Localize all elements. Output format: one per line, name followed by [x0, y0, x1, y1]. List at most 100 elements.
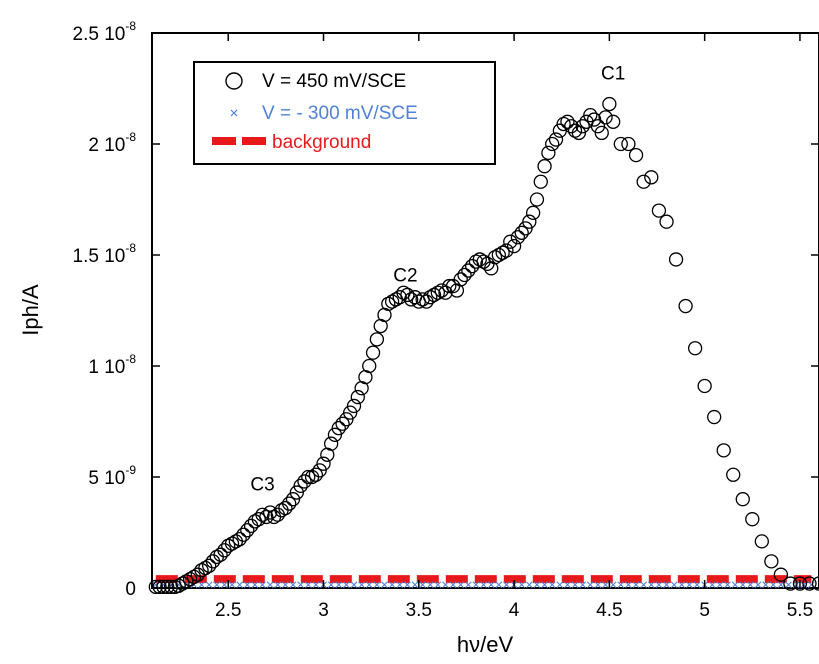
data-point-circle: [571, 125, 587, 141]
data-point-x: [647, 581, 655, 589]
y-tick-label: 1 10-8: [88, 352, 136, 378]
data-point-circle: [392, 290, 407, 305]
data-point-x: [594, 581, 602, 589]
data-point-x: [365, 581, 373, 589]
data-point-circle: [194, 563, 209, 578]
data-point-x: [282, 581, 289, 589]
data-point-circle: [255, 507, 270, 522]
data-point-x: [464, 581, 472, 589]
data-point-circle: [171, 578, 186, 593]
data-point-x: [747, 581, 754, 589]
data-point-x: [426, 581, 434, 589]
data-point-circle: [707, 409, 722, 425]
data-point-circle: [384, 294, 400, 309]
data-point-x: [693, 581, 701, 589]
data-point-circle: [400, 287, 415, 303]
data-point-circle: [423, 290, 438, 305]
data-point-x: [579, 581, 587, 589]
data-point-circle: [369, 332, 385, 347]
data-point-x: [213, 581, 221, 589]
data-point-circle: [301, 469, 316, 485]
data-point-circle: [533, 174, 548, 189]
data-point-circle: [514, 225, 529, 240]
data-point-circle: [545, 136, 560, 152]
data-point-circle: [312, 463, 327, 478]
x-tick-label: 3: [318, 600, 329, 621]
data-point-x: [274, 581, 282, 589]
data-point-circle: [506, 238, 522, 254]
data-point-circle: [491, 247, 506, 263]
legend-marker-minus-300-mV: [230, 109, 238, 117]
data-point-circle: [518, 221, 533, 236]
data-point-circle: [773, 567, 789, 582]
x-tick-label: 5.5: [787, 600, 813, 621]
x-axis-title: hν/eV: [457, 632, 514, 657]
data-point-circle: [659, 214, 674, 229]
data-point-x: [297, 581, 305, 589]
data-point-x: [670, 581, 678, 589]
data-point-x: [518, 581, 526, 589]
data-point-circle: [754, 534, 769, 549]
data-point-x: [777, 581, 785, 589]
data-point-circle: [202, 558, 217, 573]
data-point-x: [632, 581, 640, 589]
data-point-circle: [606, 114, 621, 129]
data-point-x: [564, 581, 571, 589]
y-tick-label: 1.5 10-8: [73, 241, 137, 267]
y-axis-ticks: 0 5 10-9 1 10-8 1.5 10-8 2 10-8 2.5 10-8: [73, 19, 819, 600]
data-point-circle: [362, 358, 377, 374]
data-point-circle: [575, 119, 590, 134]
data-point-x: [495, 581, 503, 589]
data-point-circle: [442, 278, 457, 294]
data-point-circle: [590, 119, 606, 134]
data-point-circle: [495, 245, 510, 260]
data-point-circle: [278, 500, 293, 516]
data-point-circle: [651, 203, 667, 218]
data-point-x: [785, 581, 792, 589]
data-point-x: [335, 581, 343, 589]
data-point-x: [686, 581, 693, 589]
data-point-circle: [745, 512, 760, 527]
data-point-x: [655, 581, 663, 589]
peak-label-c1: C1: [601, 64, 625, 85]
data-point-x: [586, 581, 594, 589]
y-tick-label: 5 10-9: [88, 463, 136, 489]
data-point-circle: [453, 272, 468, 287]
data-point-circle: [613, 136, 628, 152]
data-point-circle: [472, 252, 487, 267]
x-axis-ticks: 2.5 3 3.5 4 4.5 5 5.5: [215, 33, 813, 621]
data-point-circle: [811, 576, 819, 591]
data-point-x: [762, 581, 770, 589]
data-point-circle: [697, 378, 712, 394]
data-point-x: [769, 581, 777, 589]
data-point-circle: [343, 405, 358, 420]
data-point-x: [403, 581, 411, 589]
x-tick-label: 5: [699, 600, 710, 621]
data-point-circle: [586, 112, 602, 127]
x-tick-label: 4.5: [596, 600, 622, 621]
data-point-circle: [716, 443, 731, 458]
data-point-x: [472, 581, 480, 589]
data-point-circle: [644, 170, 659, 185]
data-point-circle: [792, 576, 808, 591]
legend-label-minus-300-mV: V = - 300 mV/SCE: [262, 103, 418, 124]
data-point-circle: [346, 398, 362, 414]
data-point-circle: [529, 192, 545, 207]
data-point-circle: [259, 509, 274, 525]
data-point-circle: [522, 214, 537, 229]
data-point-circle: [487, 250, 503, 265]
data-point-x: [724, 581, 731, 589]
data-point-circle: [339, 412, 354, 427]
data-point-x: [350, 581, 358, 589]
data-point-x: [487, 581, 495, 589]
data-point-circle: [293, 478, 308, 494]
data-point-circle: [148, 579, 163, 595]
data-point-circle: [289, 485, 304, 500]
data-point-circle: [335, 416, 350, 431]
data-point-circle: [687, 341, 703, 356]
data-point-x: [312, 581, 320, 589]
data-point-x: [198, 581, 205, 589]
data-point-circle: [567, 123, 583, 138]
plot-frame: [151, 32, 819, 589]
